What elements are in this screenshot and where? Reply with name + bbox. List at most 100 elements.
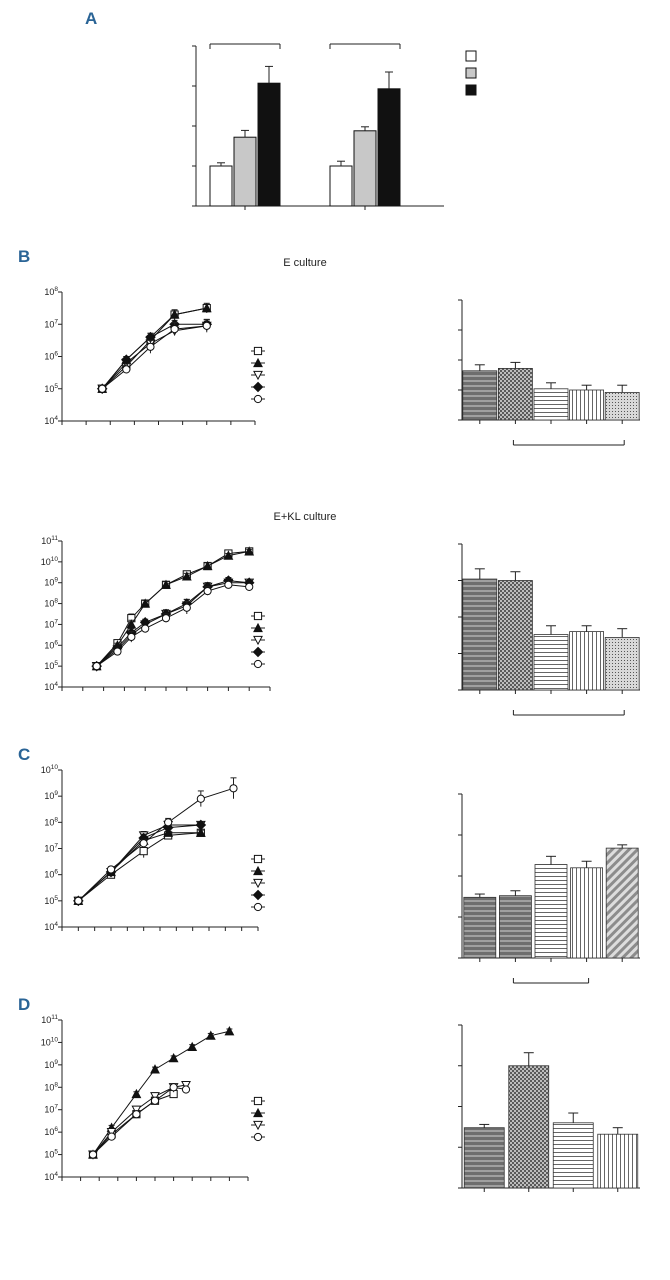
bar — [604, 391, 640, 421]
legend-marker — [253, 622, 263, 633]
legend-marker — [252, 646, 264, 658]
data-point — [187, 1041, 198, 1052]
y-tick-exponent: 4 — [54, 1171, 58, 1178]
y-tick-label: 1010 — [41, 764, 59, 775]
data-point — [88, 1150, 98, 1159]
bar — [570, 867, 603, 959]
y-tick-exponent: 4 — [54, 415, 58, 422]
y-tick-label: 1011 — [41, 1014, 58, 1025]
data-point — [121, 354, 132, 366]
y-tick-exponent: 7 — [54, 618, 58, 625]
data-point — [181, 571, 192, 581]
bar — [534, 864, 568, 959]
y-tick-label: 107 — [44, 843, 58, 854]
y-tick-exponent: 8 — [54, 1081, 58, 1088]
y-tick-exponent: 7 — [54, 1104, 58, 1111]
chart-d-kit-hbf — [458, 1024, 640, 1192]
data-point — [181, 1080, 191, 1091]
bar — [462, 370, 498, 421]
data-point — [203, 586, 212, 596]
data-point — [245, 582, 254, 591]
data-point — [74, 896, 83, 905]
data-point — [181, 1085, 191, 1094]
chart-b-e-culture-growth: 104 105 106 107 108 — [44, 286, 265, 426]
y-tick-label: 1011 — [41, 535, 58, 546]
y-tick-label: 1010 — [41, 1036, 59, 1047]
data-point — [169, 1083, 178, 1092]
y-tick-exponent: 5 — [54, 660, 58, 667]
data-point — [195, 819, 207, 831]
subtitle-e-culture: E culture — [283, 257, 326, 269]
bar — [508, 1065, 550, 1189]
legend-swatch — [465, 50, 477, 62]
data-point — [161, 579, 171, 589]
bar — [497, 580, 533, 691]
y-tick-label: 106 — [44, 639, 58, 650]
y-tick-exponent: 10 — [51, 556, 59, 563]
data-point — [139, 847, 148, 856]
data-point — [113, 647, 122, 656]
y-tick-label: 104 — [44, 1171, 58, 1182]
y-tick-label: 1010 — [41, 556, 59, 567]
y-tick-exponent: 6 — [54, 351, 58, 358]
y-tick-exponent: 5 — [54, 383, 58, 390]
data-point — [169, 309, 180, 319]
chart-c-antagomir-hbf — [458, 793, 640, 984]
series-line — [92, 1093, 174, 1155]
bar — [462, 578, 498, 691]
y-tick-label: 108 — [44, 598, 58, 609]
data-point — [195, 827, 206, 837]
y-tick-exponent: 11 — [51, 1014, 58, 1021]
legend-swatch — [465, 84, 477, 96]
legend-swatch — [465, 67, 477, 79]
series-line — [78, 824, 201, 902]
y-tick-exponent: 9 — [54, 1059, 58, 1066]
legend-marker — [253, 611, 263, 621]
bar — [497, 367, 533, 421]
y-tick-exponent: 5 — [54, 895, 58, 902]
y-tick-exponent: 4 — [54, 921, 58, 928]
data-point — [229, 784, 238, 793]
data-point — [161, 614, 171, 623]
data-point — [107, 1132, 116, 1141]
y-tick-label: 105 — [44, 660, 58, 671]
y-tick-label: 105 — [44, 1149, 58, 1160]
data-point — [150, 1092, 160, 1102]
data-point — [132, 1110, 141, 1119]
bar — [377, 88, 401, 207]
y-tick-label: 108 — [44, 286, 58, 297]
bar — [233, 136, 257, 207]
y-tick-label: 104 — [44, 921, 58, 932]
bar — [533, 634, 569, 691]
bar — [463, 1127, 505, 1189]
y-tick-label: 109 — [44, 1059, 58, 1070]
y-tick-label: 105 — [44, 383, 58, 394]
data-point — [196, 794, 205, 803]
data-point — [201, 302, 212, 313]
legend-marker — [253, 902, 263, 912]
y-tick-label: 108 — [44, 1081, 58, 1092]
y-tick-label: 104 — [44, 415, 58, 426]
y-tick-label: 106 — [44, 351, 58, 362]
data-point — [150, 1096, 160, 1105]
bar — [597, 1133, 639, 1189]
data-point — [223, 550, 234, 560]
legend-marker — [253, 659, 263, 669]
bar — [498, 895, 532, 959]
legend-marker — [253, 1120, 263, 1131]
bar — [353, 130, 377, 207]
y-tick-label: 109 — [44, 790, 58, 801]
series-line — [77, 787, 234, 902]
bar — [552, 1122, 594, 1189]
legend-marker — [253, 1132, 263, 1142]
data-point — [140, 598, 151, 608]
y-tick-label: 109 — [44, 577, 58, 588]
panel-label-a: A — [85, 9, 97, 28]
legend-marker — [252, 381, 264, 393]
y-tick-exponent: 8 — [54, 286, 58, 293]
bar — [605, 847, 639, 959]
data-point — [202, 560, 213, 571]
